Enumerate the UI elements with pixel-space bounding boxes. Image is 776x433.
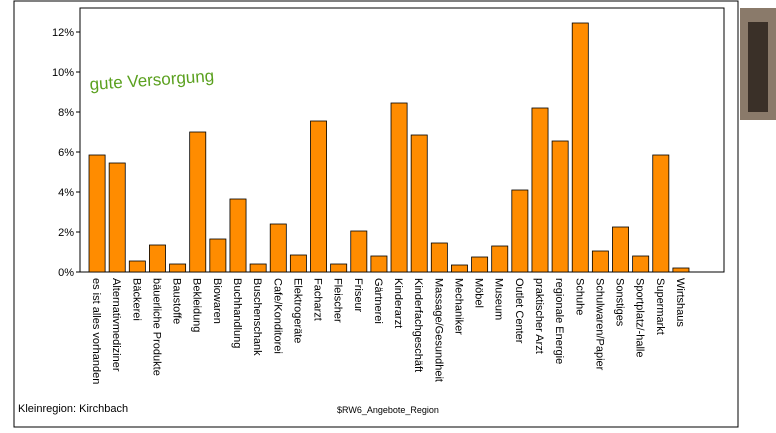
y-tick-label: 2% [58,227,74,239]
bar [330,263,348,273]
x-tick-label: Bäckerei [130,278,142,321]
bar [632,255,650,273]
bar [289,254,307,273]
bar [249,263,267,273]
y-tick-label: 12% [52,27,74,39]
bar [612,226,629,273]
y-tick-label: 6% [58,147,74,159]
x-tick-label: Baustoffe [171,278,183,324]
bar [169,263,187,273]
x-tick-label: Mechaniker [452,278,464,335]
x-tick-label: Gärtnerei [372,278,384,324]
x-tick-label: Friseur [352,278,364,313]
bar [149,244,166,273]
x-tick-label: Möbel [473,278,485,308]
y-tick-label: 0% [58,267,74,279]
chart-frame [13,0,739,428]
bar [189,131,207,273]
bar [370,255,388,273]
bar [128,260,146,273]
bar [350,230,368,273]
x-tick-label: Supermarkt [654,278,666,335]
x-tick-label: Elektrogeräte [291,278,303,343]
bar [531,107,549,273]
bar [571,22,589,273]
bar [410,134,428,273]
x-tick-label: regionale Energie [553,278,565,364]
x-tick-label: Facharzt [312,278,324,321]
y-tick-label: 8% [58,107,74,119]
x-tick-label: bäuerliche Produkte [150,278,162,376]
x-tick-label: Alternativmediziner [110,278,122,372]
x-tick-label: Kinderarzt [392,278,404,328]
bar [551,140,569,273]
x-axis-label: $RW6_Angebote_Region [337,405,439,415]
bar [672,267,690,273]
x-tick-label: Kinderfachgeschäft [412,278,424,372]
x-tick-label: Sonstiges [614,278,626,327]
x-tick-label: Massage/Gesundheit [432,278,444,382]
x-tick-label: Sportplatz/-halle [634,278,646,358]
bar [591,250,609,273]
x-tick-label: Schuhe [573,278,585,315]
y-tick-label: 4% [58,187,74,199]
bar [390,102,408,273]
bar [451,264,468,273]
bar [471,256,489,273]
x-tick-label: Museum [493,278,505,320]
bar [430,242,448,273]
bar [491,245,509,273]
x-tick-label: Buschenschank [251,278,263,356]
x-tick-label: praktischer Arzt [533,278,545,354]
x-tick-label: es ist alles vorhanden [90,278,102,384]
x-tick-label: Schulwaren/Papier [593,278,605,371]
bar [108,162,126,273]
bar [88,154,106,273]
bar [310,120,327,273]
x-tick-label: Fleischer [332,278,344,323]
bar [229,198,247,273]
footnote: Kleinregion: Kirchbach [18,403,128,415]
x-tick-label: Buchhandlung [231,278,243,348]
bar [511,189,529,273]
x-tick-label: Biowaren [211,278,223,324]
x-tick-label: Bekleidung [191,278,203,332]
x-tick-label: Cafe/Konditorei [271,278,283,354]
x-tick-label: Outlet Center [513,278,525,344]
bar [269,223,287,273]
bar [652,154,670,273]
photo-figure [748,22,768,112]
x-tick-label: Wirtshaus [674,278,686,327]
y-tick-label: 10% [52,67,74,79]
bar [209,238,227,273]
